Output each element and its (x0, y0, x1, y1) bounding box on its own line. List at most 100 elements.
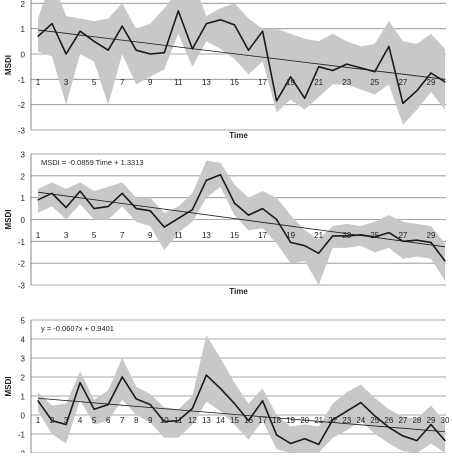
data-point (191, 48, 193, 50)
x-tick-label: 13 (202, 416, 211, 425)
x-tick-label: 17 (258, 416, 267, 425)
data-point (247, 49, 250, 51)
data-point (304, 438, 306, 440)
data-point (233, 403, 236, 405)
x-tick-label: 1 (36, 416, 41, 425)
x-tick-label: 21 (314, 416, 323, 425)
x-tick-label: 22 (328, 416, 337, 425)
data-point (402, 435, 404, 437)
x-tick-label: 30 (441, 416, 450, 425)
x-tick-label: 19 (286, 416, 295, 425)
x-tick-label: 13 (202, 78, 211, 87)
x-axis-label: Time (229, 131, 248, 140)
data-point (191, 407, 193, 409)
x-tick-label: 5 (92, 78, 97, 87)
data-point (346, 63, 348, 65)
data-point (346, 410, 348, 412)
data-point (37, 35, 39, 37)
data-point (79, 382, 81, 384)
x-tick-label: 17 (258, 78, 267, 87)
range-band (38, 335, 445, 453)
data-point (416, 440, 418, 442)
x-tick-label: 13 (202, 231, 211, 240)
x-tick-label: 23 (342, 78, 351, 87)
x-tick-label: 29 (427, 231, 436, 240)
x-tick-label: 6 (106, 416, 111, 425)
y-tick-label: -3 (18, 127, 26, 136)
data-point (318, 66, 320, 68)
y-axis-label: MSDI (4, 210, 13, 230)
data-point (177, 420, 179, 422)
x-tick-label: 7 (120, 78, 125, 87)
x-tick-label: 9 (148, 78, 153, 87)
data-point (93, 40, 95, 42)
data-point (247, 214, 250, 216)
x-tick-label: 4 (78, 416, 83, 425)
data-point (163, 52, 165, 54)
data-point (416, 239, 418, 241)
data-point (177, 217, 179, 220)
data-point (332, 235, 334, 237)
x-tick-label: 11 (174, 78, 183, 87)
data-point (360, 67, 362, 69)
data-point (374, 236, 376, 238)
data-point (416, 90, 418, 92)
regression-equation: y = -0.0607x + 0.9401 (41, 324, 114, 333)
data-point (261, 207, 264, 210)
y-tick-label: 2 (21, 172, 26, 181)
data-point (444, 260, 446, 262)
data-point (219, 387, 222, 389)
data-point (290, 442, 292, 445)
x-tick-label: 21 (314, 78, 323, 87)
data-point (360, 234, 362, 236)
data-point (430, 72, 432, 74)
y-tick-label: 3 (21, 151, 26, 160)
y-tick-label: 5 (21, 317, 26, 326)
range-band (38, 0, 445, 125)
data-point (65, 423, 67, 426)
x-tick-label: 21 (314, 231, 323, 240)
data-point (135, 398, 137, 400)
data-point (205, 179, 208, 181)
y-tick-label: -1 (18, 238, 26, 247)
data-point (65, 206, 67, 209)
data-point (177, 10, 179, 12)
x-tick-label: 29 (427, 78, 436, 87)
data-point (149, 210, 151, 212)
x-tick-label: 5 (92, 416, 97, 425)
x-tick-label: 11 (174, 231, 183, 240)
trend-line (37, 191, 446, 248)
data-point (261, 400, 264, 402)
y-tick-label: 2 (21, 0, 26, 9)
y-axis-label: MSDI (4, 55, 13, 75)
x-tick-label: 1 (36, 78, 41, 87)
data-point (163, 226, 165, 228)
data-point (121, 192, 123, 194)
x-tick-label: 20 (300, 416, 309, 425)
y-tick-label: -2 (18, 450, 26, 454)
x-tick-label: 10 (160, 416, 169, 425)
x-tick-label: 3 (64, 416, 69, 425)
x-tick-label: 9 (148, 231, 153, 240)
data-point (51, 420, 53, 422)
data-point (107, 205, 109, 207)
x-tick-label: 2 (50, 416, 55, 425)
y-tick-label: 0 (21, 216, 26, 225)
data-point (290, 76, 292, 78)
data-point (191, 209, 193, 211)
x-tick-label: 5 (92, 231, 97, 240)
data-point (135, 49, 137, 51)
trend-line (37, 397, 446, 433)
x-tick-label: 27 (398, 231, 407, 240)
data-point (149, 53, 151, 55)
y-tick-label: 3 (21, 355, 26, 364)
data-point (65, 53, 67, 55)
x-tick-label: 15 (230, 416, 239, 425)
y-axis-label: MSDI (4, 377, 13, 397)
data-point (219, 19, 222, 21)
data-point (205, 23, 208, 25)
data-point (121, 25, 123, 27)
data-point (444, 81, 446, 83)
y-tick-label: 0 (21, 51, 26, 60)
